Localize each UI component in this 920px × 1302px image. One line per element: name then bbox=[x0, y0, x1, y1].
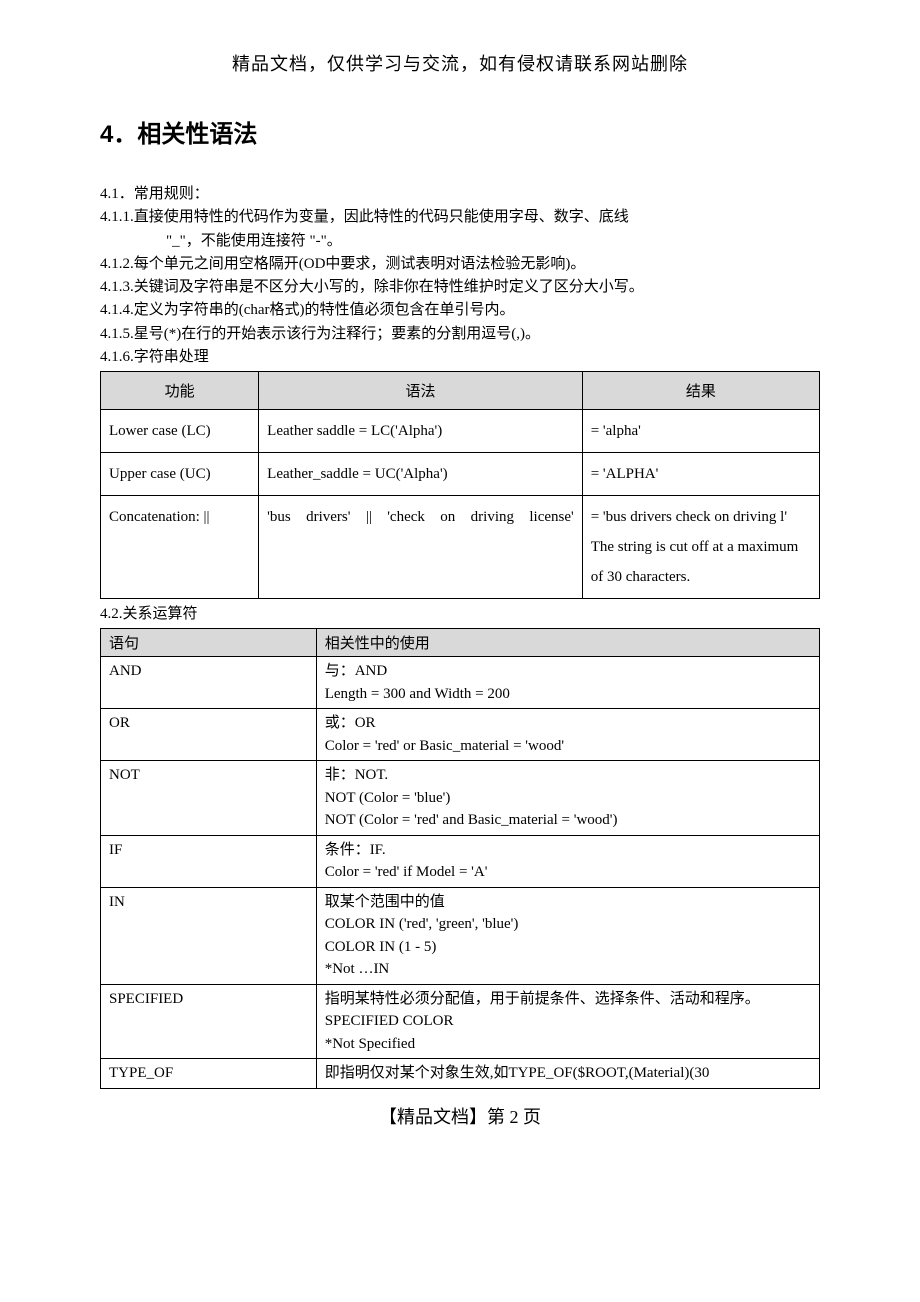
table-cell: = 'bus drivers check on driving l' The s… bbox=[582, 496, 819, 599]
table-cell: 非：NOT. NOT (Color = 'blue') NOT (Color =… bbox=[316, 761, 819, 836]
rule-4-1-3: 4.1.3.关键词及字符串是不区分大小写的，除非你在特性维护时定义了区分大小写。 bbox=[100, 276, 820, 299]
table-cell: 指明某特性必须分配值，用于前提条件、选择条件、活动和程序。 SPECIFIED … bbox=[316, 984, 819, 1059]
table-cell: 即指明仅对某个对象生效,如TYPE_OF($ROOT,(Material)(30 bbox=[316, 1059, 819, 1089]
table-header: 语法 bbox=[259, 372, 583, 410]
table-cell: NOT bbox=[101, 761, 317, 836]
table-cell: OR bbox=[101, 709, 317, 761]
table-cell: 取某个范围中的值 COLOR IN ('red', 'green', 'blue… bbox=[316, 887, 819, 984]
table-cell: SPECIFIED bbox=[101, 984, 317, 1059]
rule-4-1-5: 4.1.5.星号(*)在行的开始表示该行为注释行；要素的分割用逗号(,)。 bbox=[100, 323, 820, 346]
table-cell: 与：AND Length = 300 and Width = 200 bbox=[316, 657, 819, 709]
table-header: 语句 bbox=[101, 629, 317, 657]
table-cell: Concatenation: || bbox=[101, 496, 259, 599]
rule-4-1-1b: "_"，不能使用连接符 "-"。 bbox=[100, 230, 820, 253]
table-cell: IN bbox=[101, 887, 317, 984]
rule-4-2: 4.2.关系运算符 bbox=[100, 603, 820, 626]
table-cell: 条件：IF. Color = 'red' if Model = 'A' bbox=[316, 835, 819, 887]
string-processing-table: 功能 语法 结果 Lower case (LC) Leather saddle … bbox=[100, 371, 820, 599]
section-heading: 4．相关性语法 bbox=[100, 114, 820, 149]
table-cell: TYPE_OF bbox=[101, 1059, 317, 1089]
table-row: NOT 非：NOT. NOT (Color = 'blue') NOT (Col… bbox=[101, 761, 820, 836]
table-row: Lower case (LC) Leather saddle = LC('Alp… bbox=[101, 410, 820, 453]
table-row: IF 条件：IF. Color = 'red' if Model = 'A' bbox=[101, 835, 820, 887]
table-header-row: 语句 相关性中的使用 bbox=[101, 629, 820, 657]
table-cell: = 'alpha' bbox=[582, 410, 819, 453]
table-row: Concatenation: || 'bus drivers' || 'chec… bbox=[101, 496, 820, 599]
table-cell: IF bbox=[101, 835, 317, 887]
table-row: SPECIFIED 指明某特性必须分配值，用于前提条件、选择条件、活动和程序。 … bbox=[101, 984, 820, 1059]
table-cell: = 'ALPHA' bbox=[582, 453, 819, 496]
table-cell: AND bbox=[101, 657, 317, 709]
page-footer: 【精品文档】第 2 页 bbox=[100, 1103, 820, 1129]
rule-4-1-6: 4.1.6.字符串处理 bbox=[100, 346, 820, 369]
table-row: AND 与：AND Length = 300 and Width = 200 bbox=[101, 657, 820, 709]
rule-4-1-1a: 4.1.1.直接使用特性的代码作为变量，因此特性的代码只能使用字母、数字、底线 bbox=[100, 206, 820, 229]
relational-operators-table: 语句 相关性中的使用 AND 与：AND Length = 300 and Wi… bbox=[100, 628, 820, 1089]
table-row: Upper case (UC) Leather_saddle = UC('Alp… bbox=[101, 453, 820, 496]
rule-4-1-4: 4.1.4.定义为字符串的(char格式)的特性值必须包含在单引号内。 bbox=[100, 299, 820, 322]
table-cell: Leather_saddle = UC('Alpha') bbox=[259, 453, 583, 496]
table-cell: Lower case (LC) bbox=[101, 410, 259, 453]
top-header-note: 精品文档，仅供学习与交流，如有侵权请联系网站删除 bbox=[100, 50, 820, 76]
table-cell: Upper case (UC) bbox=[101, 453, 259, 496]
rule-4-1: 4.1．常用规则： bbox=[100, 183, 820, 206]
document-page: 精品文档，仅供学习与交流，如有侵权请联系网站删除 4．相关性语法 4.1．常用规… bbox=[0, 0, 920, 1302]
table-header-row: 功能 语法 结果 bbox=[101, 372, 820, 410]
rule-4-1-2: 4.1.2.每个单元之间用空格隔开(OD中要求，测试表明对语法检验无影响)。 bbox=[100, 253, 820, 276]
table-row: OR 或：OR Color = 'red' or Basic_material … bbox=[101, 709, 820, 761]
table-header: 相关性中的使用 bbox=[316, 629, 819, 657]
table-cell: 或：OR Color = 'red' or Basic_material = '… bbox=[316, 709, 819, 761]
table-header: 结果 bbox=[582, 372, 819, 410]
table-cell: Leather saddle = LC('Alpha') bbox=[259, 410, 583, 453]
table-cell: 'bus drivers' || 'check on driving licen… bbox=[259, 496, 583, 599]
table-header: 功能 bbox=[101, 372, 259, 410]
table-row: IN 取某个范围中的值 COLOR IN ('red', 'green', 'b… bbox=[101, 887, 820, 984]
table-row: TYPE_OF 即指明仅对某个对象生效,如TYPE_OF($ROOT,(Mate… bbox=[101, 1059, 820, 1089]
